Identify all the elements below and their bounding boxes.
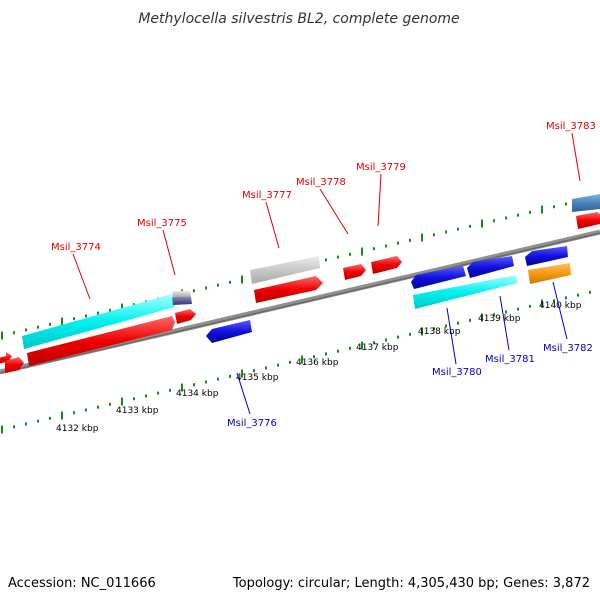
kbp-label-4136: 4136 kbp [296, 358, 339, 368]
gene-msil-3780[interactable] [411, 266, 466, 289]
label-msil-3779: Msil_3779 [356, 162, 406, 173]
genome-backbone [0, 229, 600, 375]
gene-3777-red[interactable] [254, 276, 323, 303]
kbp-label-4135: 4135 kbp [236, 373, 279, 383]
accession-text: Accession: NC_011666 [8, 576, 156, 591]
label-msil-3774: Msil_3774 [51, 242, 101, 253]
kbp-label-4137: 4137 kbp [356, 343, 399, 353]
gene-msil-3775[interactable] [172, 297, 192, 305]
kbp-label-4139: 4139 kbp [478, 314, 521, 324]
label-msil-3777: Msil_3777 [242, 190, 292, 201]
gene-msil-3782[interactable] [525, 246, 568, 266]
label-msil-3783: Msil_3783 [546, 121, 596, 132]
gene-msil-3778[interactable] [343, 264, 366, 280]
gene-3780-cyan[interactable] [413, 275, 517, 309]
map-title: Methylocella silvestris BL2, complete ge… [138, 11, 459, 27]
gene-left-red[interactable] [5, 357, 24, 373]
label-msil-3776: Msil_3776 [227, 418, 277, 429]
gene-msil-3783[interactable] [572, 194, 600, 212]
label-leaders [72, 132, 581, 415]
kbp-label-4138: 4138 kbp [418, 327, 461, 337]
gene-msil-3777[interactable] [250, 256, 320, 284]
gene-3774-red-long[interactable] [27, 316, 175, 366]
label-msil-3782: Msil_3782 [543, 343, 593, 354]
kbp-scale: 4132 kbp 4133 kbp 4134 kbp 4135 kbp 4136… [56, 301, 582, 434]
kbp-label-4132: 4132 kbp [56, 424, 99, 434]
gene-labels: Msil_3774 Msil_3775 Msil_3777 Msil_3778 … [51, 121, 596, 429]
gene-msil-3774[interactable] [22, 294, 175, 349]
kbp-label-4134: 4134 kbp [176, 389, 219, 399]
genome-summary-text: Topology: circular; Length: 4,305,430 bp… [232, 576, 590, 591]
gene-3775-gray-cap[interactable] [172, 291, 191, 297]
label-msil-3781: Msil_3781 [485, 354, 535, 365]
gene-3783-red[interactable] [576, 212, 600, 229]
gene-3775-red[interactable] [175, 309, 196, 324]
gene-msil-3781[interactable] [467, 256, 514, 278]
gene-features [0, 194, 600, 373]
label-msil-3778: Msil_3778 [296, 177, 346, 188]
label-msil-3775: Msil_3775 [137, 218, 187, 229]
gene-partial-left[interactable] [0, 352, 12, 366]
kbp-label-4133: 4133 kbp [116, 406, 159, 416]
gene-3782-orange[interactable] [528, 263, 571, 284]
gene-msil-3779[interactable] [371, 256, 402, 274]
label-msil-3780: Msil_3780 [432, 367, 482, 378]
kbp-label-4140: 4140 kbp [539, 301, 582, 311]
gene-msil-3776[interactable] [206, 320, 252, 343]
